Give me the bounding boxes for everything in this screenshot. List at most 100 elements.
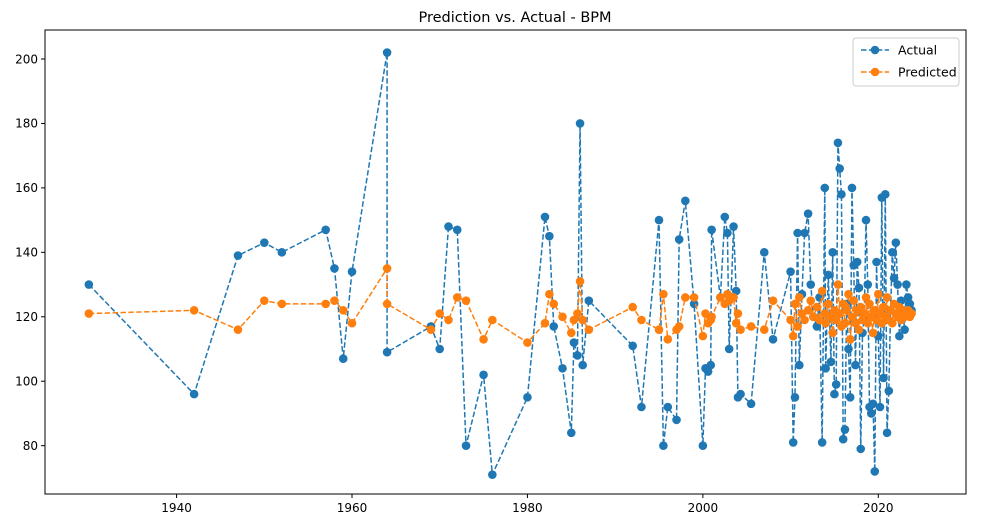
- data-point: [793, 228, 802, 238]
- data-point: [884, 386, 894, 396]
- data-point: [659, 289, 668, 299]
- legend: Actual Predicted: [852, 37, 960, 87]
- data-point: [731, 318, 741, 328]
- data-point: [488, 470, 497, 479]
- data-point: [584, 325, 594, 334]
- data-point: [540, 318, 550, 328]
- data-point: [826, 357, 836, 367]
- data-point: [889, 273, 899, 283]
- data-point: [659, 441, 668, 450]
- data-point: [706, 360, 716, 370]
- data-point: [905, 299, 915, 309]
- data-point: [768, 335, 778, 344]
- data-point: [759, 325, 769, 334]
- data-point: [654, 215, 664, 225]
- data-point: [823, 299, 833, 309]
- data-point: [793, 322, 802, 331]
- data-point: [828, 328, 837, 338]
- x-tick-label: 2020: [863, 501, 894, 515]
- data-point: [812, 322, 822, 331]
- data-point: [812, 302, 822, 312]
- data-point: [851, 318, 860, 328]
- y-tick-label: 140: [15, 246, 38, 260]
- data-point: [84, 280, 94, 289]
- data-point: [330, 296, 339, 305]
- data-point: [707, 225, 716, 235]
- data-point: [840, 318, 850, 328]
- data-point: [259, 296, 269, 305]
- plot-area: [84, 48, 916, 479]
- data-point: [573, 351, 582, 360]
- series-line-actual: [88, 52, 913, 478]
- data-point: [852, 257, 862, 267]
- data-point: [689, 293, 699, 302]
- y-tick-label: 180: [15, 117, 38, 131]
- data-point: [452, 293, 462, 302]
- data-point: [672, 415, 681, 425]
- data-point: [830, 389, 839, 399]
- data-point: [628, 341, 637, 351]
- data-point: [866, 409, 876, 418]
- y-tick-label: 100: [15, 375, 38, 389]
- data-point: [837, 190, 846, 199]
- data-point: [817, 438, 827, 447]
- data-point: [868, 328, 878, 338]
- data-point: [321, 225, 330, 235]
- data-point: [788, 331, 798, 341]
- data-point: [382, 264, 392, 273]
- legend-marker: [870, 67, 880, 77]
- data-point: [452, 225, 462, 235]
- data-point: [806, 280, 816, 289]
- data-point: [233, 251, 243, 260]
- data-point: [674, 235, 684, 244]
- data-point: [856, 302, 866, 312]
- data-point: [844, 289, 853, 299]
- data-point: [882, 428, 892, 438]
- data-point: [803, 209, 813, 218]
- data-point: [578, 360, 587, 370]
- data-point: [566, 328, 576, 338]
- data-point: [488, 315, 497, 325]
- data-point: [851, 360, 860, 370]
- data-point: [868, 399, 878, 409]
- data-point: [746, 322, 756, 331]
- data-point: [461, 441, 471, 450]
- data-point: [681, 196, 690, 206]
- data-point: [569, 315, 579, 325]
- data-point: [189, 306, 199, 315]
- data-point: [549, 322, 559, 331]
- data-point: [382, 48, 392, 57]
- data-point: [823, 270, 833, 280]
- data-point: [681, 293, 690, 302]
- data-point: [842, 306, 852, 315]
- data-point: [733, 309, 743, 318]
- data-point: [566, 428, 576, 438]
- data-point: [875, 402, 885, 412]
- data-point: [902, 280, 911, 289]
- data-point: [338, 306, 348, 315]
- data-point: [321, 299, 330, 309]
- data-point: [806, 296, 816, 305]
- data-point: [768, 296, 778, 305]
- data-point: [877, 318, 887, 328]
- data-point: [891, 238, 901, 247]
- data-point: [817, 286, 827, 296]
- data-point: [903, 293, 913, 302]
- data-point: [461, 296, 471, 305]
- legend-marker: [870, 45, 880, 55]
- data-point: [663, 402, 673, 412]
- axes-frame: [44, 29, 967, 495]
- data-point: [786, 267, 795, 276]
- y-tick-label: 120: [15, 310, 38, 324]
- data-point: [523, 393, 532, 402]
- data-point: [790, 299, 800, 309]
- data-point: [840, 425, 850, 434]
- data-point: [545, 289, 554, 299]
- data-point: [724, 344, 734, 354]
- data-point: [845, 335, 855, 344]
- data-point: [856, 444, 866, 454]
- data-point: [895, 331, 904, 341]
- data-point: [790, 393, 800, 402]
- data-point: [847, 312, 857, 322]
- data-point: [854, 283, 864, 293]
